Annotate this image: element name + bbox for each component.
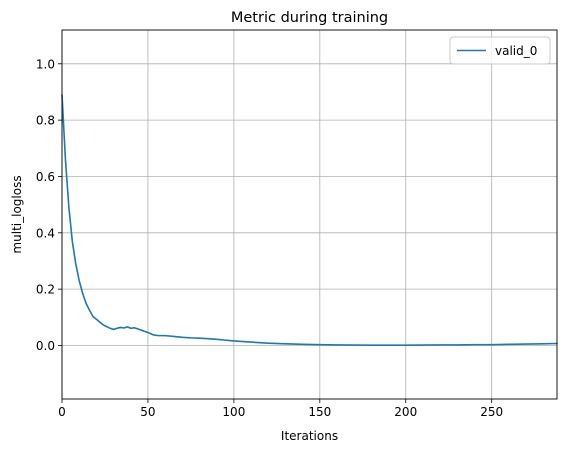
x-tick-label: 0 — [58, 405, 66, 419]
chart-title: Metric during training — [231, 10, 388, 26]
series-layer — [61, 93, 558, 346]
x-tick-label: 50 — [140, 405, 155, 419]
x-tick-label: 200 — [394, 405, 417, 419]
x-axis-label: Iterations — [281, 429, 338, 443]
series-line-valid-0 — [61, 93, 558, 346]
y-tick-label: 0.6 — [36, 170, 55, 184]
plot-frame — [61, 29, 558, 400]
y-axis-label: multi_logloss — [10, 175, 24, 253]
y-tick-label: 1.0 — [36, 57, 55, 71]
y-tick-label: 0.4 — [36, 226, 55, 240]
legend: valid_0 — [449, 36, 551, 65]
x-axis-ticks: 0 50 100 150 200 250 — [58, 399, 503, 419]
legend-label-valid-0: valid_0 — [495, 44, 537, 58]
y-tick-label: 0.2 — [36, 283, 55, 297]
legend-box — [449, 36, 551, 65]
y-tick-label: 0.8 — [36, 114, 55, 128]
x-tick-label: 250 — [480, 405, 503, 419]
x-tick-label: 150 — [308, 405, 331, 419]
y-tick-label: 0.0 — [36, 339, 55, 353]
y-axis-ticks: 0.0 0.2 0.4 0.6 0.8 1.0 — [36, 57, 62, 353]
grid-lines — [61, 30, 557, 399]
x-tick-label: 100 — [222, 405, 245, 419]
